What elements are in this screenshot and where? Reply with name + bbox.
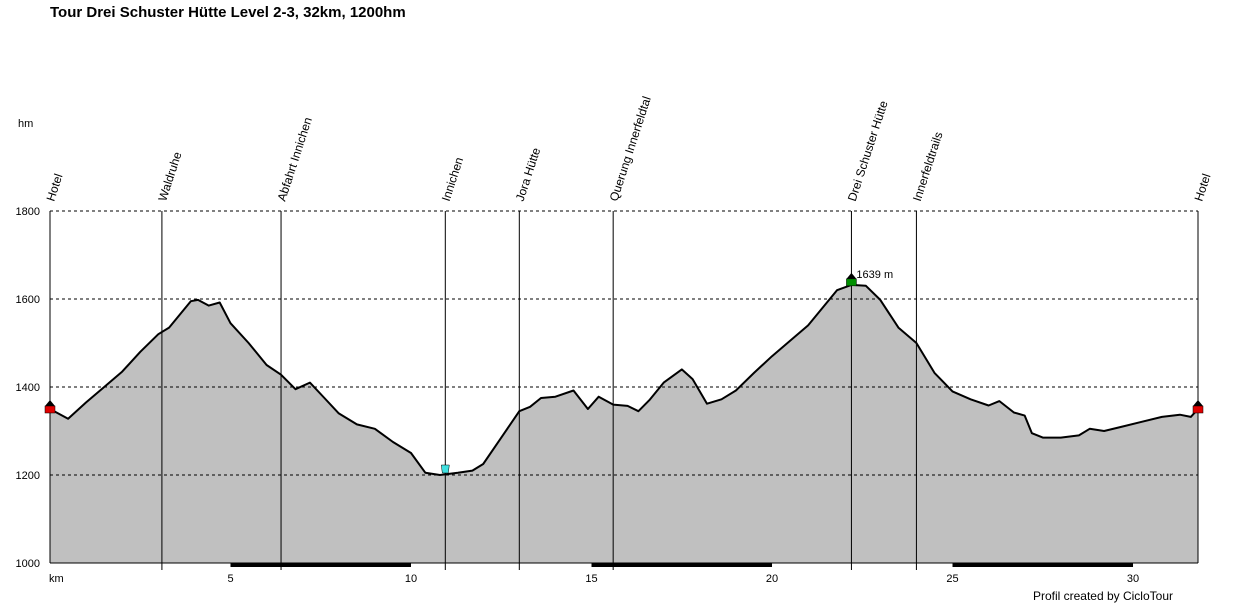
waypoint-label: Hotel bbox=[44, 172, 66, 203]
waypoint-label: Abfahrt Innichen bbox=[275, 115, 315, 202]
scale-bar-segment bbox=[952, 563, 1134, 567]
x-tick-label: 25 bbox=[946, 573, 958, 585]
max-elevation-label: 1639 m bbox=[856, 269, 893, 281]
chart-title: Tour Drei Schuster Hütte Level 2-3, 32km… bbox=[50, 4, 406, 21]
waypoint-label: Querung Innerfeldtal bbox=[607, 95, 654, 203]
y-tick-label: 1400 bbox=[16, 382, 40, 394]
max-marker-body bbox=[846, 278, 857, 287]
km-scale-bar bbox=[230, 563, 1134, 567]
waypoint-label: Drei Schuster Hütte bbox=[845, 99, 891, 203]
x-axis-unit-label: km bbox=[49, 573, 64, 585]
end-marker-body bbox=[1192, 405, 1204, 414]
scale-bar-segment bbox=[230, 563, 412, 567]
y-tick-label: 1000 bbox=[16, 558, 40, 570]
waypoint-label: Jora Hütte bbox=[513, 146, 544, 203]
x-tick-label: 10 bbox=[405, 573, 417, 585]
x-tick-label: 20 bbox=[766, 573, 778, 585]
x-tick-label: 15 bbox=[585, 573, 597, 585]
waypoint-label: Hotel bbox=[1192, 172, 1214, 203]
waypoint-label: Innerfeldtrails bbox=[910, 130, 946, 203]
markers: 1639 m bbox=[44, 269, 1204, 474]
credit-text: Profil created by CicloTour bbox=[1032, 589, 1173, 603]
y-tick-label: 1600 bbox=[16, 294, 40, 306]
waypoint-label: Waldruhe bbox=[155, 150, 184, 203]
x-tick-label: 30 bbox=[1127, 573, 1139, 585]
profile-area bbox=[49, 283, 1199, 563]
profile-line bbox=[49, 283, 1199, 476]
profile-fill bbox=[50, 284, 1198, 563]
end-marker-roof bbox=[1193, 400, 1203, 406]
max-marker-roof bbox=[846, 272, 857, 279]
y-axis-unit-label: hm bbox=[18, 118, 33, 130]
grid-lines: 1000 1200 1400 1600 1800 bbox=[16, 206, 1198, 570]
axes: 5 10 15 20 25 30 bbox=[49, 211, 1199, 585]
y-tick-label: 1800 bbox=[16, 206, 40, 218]
min-marker bbox=[441, 464, 450, 474]
waypoint-label: Innichen bbox=[439, 155, 466, 202]
start-marker-body bbox=[44, 405, 56, 414]
y-tick-label: 1200 bbox=[16, 470, 40, 482]
x-tick-label: 5 bbox=[227, 573, 233, 585]
scale-bar-segment bbox=[591, 563, 773, 567]
start-marker-roof bbox=[45, 400, 55, 406]
